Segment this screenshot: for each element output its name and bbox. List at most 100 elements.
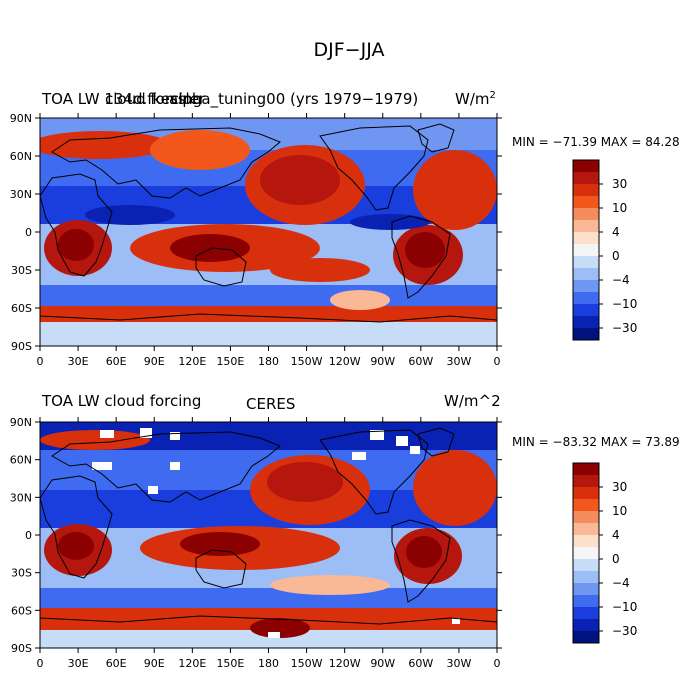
y-tick-label: 60S [11, 604, 32, 617]
x-tick-label: 180 [258, 355, 279, 368]
panel1-coastlines [40, 123, 497, 323]
colorbar-label: −4 [612, 576, 630, 590]
y-tick-label: 60N [10, 454, 32, 467]
y-tick-label: 30N [10, 491, 32, 504]
panel1-title-left: TOA LW 134d.fkessler [41, 90, 206, 108]
colorbar-label: −10 [612, 600, 637, 614]
colorbar-swatch [573, 280, 599, 293]
y-tick-label: 90S [11, 340, 32, 353]
x-tick-label: 60E [106, 355, 127, 368]
panel1-colorbar: 30 10 4 0 −4 −10 −30 [572, 159, 637, 341]
panel2-blob-africa-core [58, 532, 94, 560]
x-tick-label: 120W [329, 355, 361, 368]
colorbar-label: 0 [612, 552, 620, 566]
x-tick-label: 60E [106, 657, 127, 670]
x-tick-label: 90E [144, 657, 165, 670]
panel1-blob-spcz [270, 258, 370, 282]
panel2-stats: MIN = −83.32 MAX = 73.89 [512, 435, 680, 449]
panel2-coastlines [40, 427, 497, 625]
colorbar-swatch [573, 304, 599, 317]
panel1-band-south-polar [40, 322, 497, 346]
panel2-blob-atlantic-north [413, 450, 497, 526]
x-tick-label: 150W [291, 355, 323, 368]
panel1-blob-africa-core [58, 229, 94, 261]
panel1-blob-itcz-blue [85, 205, 175, 225]
colorbar-label: 30 [612, 177, 627, 191]
colorbar-swatch [573, 256, 599, 269]
panel2-blob-antarctic-core [250, 618, 310, 638]
panel1-blob-pacific-north-core [260, 155, 340, 205]
colorbar-swatch [573, 244, 599, 257]
panel1-coast-samerica [391, 215, 451, 299]
panel1-units: W/m2 [455, 90, 496, 108]
colorbar-swatch [573, 511, 599, 524]
colorbar-label: −30 [612, 624, 637, 638]
x-tick-label: 150E [216, 657, 244, 670]
colorbar-swatch [573, 160, 599, 173]
panel1-blob-south-pacific-light [330, 290, 390, 310]
panel2-blob-pacific-north-core [267, 462, 343, 502]
colorbar-swatch [573, 463, 599, 476]
panel1-blob-southamerica-core [405, 232, 445, 268]
panel1-axes: 0 30E 60E 90E 120E 150E 180 150W 120W 90W 60W 30W 09… [10, 112, 502, 368]
colorbar-label: 4 [612, 528, 620, 542]
x-tick-label: 30E [68, 355, 89, 368]
x-tick-label: 150W [291, 657, 323, 670]
y-tick-label: 30S [11, 264, 32, 277]
panel2-units: W/m^2 [444, 392, 501, 410]
x-tick-label: 30W [446, 355, 471, 368]
panel1-coast-antarctica [40, 313, 497, 323]
panel-ceres: TOA LW cloud forcing CERES W/m^2 MIN = −… [10, 392, 680, 670]
colorbar-swatch [573, 316, 599, 329]
x-tick-label: 0 [37, 657, 44, 670]
x-tick-label: 0 [494, 355, 501, 368]
x-tick-label: 90W [370, 657, 395, 670]
panel1-title-center: cloud forcing [105, 90, 202, 108]
y-tick-label: 30S [11, 567, 32, 580]
colorbar-swatch [573, 232, 599, 245]
colorbar-swatch [573, 475, 599, 488]
colorbar-swatch [573, 220, 599, 233]
panel1-coast-africa [40, 173, 113, 277]
colorbar-frame [572, 462, 600, 644]
colorbar-swatch [573, 559, 599, 572]
panel2-blob-nh-atlantic [40, 430, 150, 450]
x-tick-label: 30W [446, 657, 471, 670]
colorbar-swatch [573, 487, 599, 500]
panel-model: TOA LW 134d.fkessler cloud forcing alpha… [10, 90, 680, 368]
panel1-coast-australia [195, 247, 247, 287]
panel1-stats: MIN = −71.39 MAX = 84.28 [512, 135, 680, 149]
colorbar-label: −10 [612, 297, 637, 311]
panel1-map-field [40, 118, 497, 346]
colorbar-label: 0 [612, 249, 620, 263]
colorbar-swatch [573, 583, 599, 596]
colorbar-label: 10 [612, 201, 627, 215]
x-tick-label: 150E [216, 355, 244, 368]
panel1-coast-namerica [319, 125, 429, 211]
panel1-title-overlay: alpha_tuning00 (yrs 1979−1979) [169, 90, 418, 109]
panel2-title-center: CERES [246, 395, 295, 413]
panel1-coast-greenland [417, 123, 455, 153]
x-tick-label: 0 [494, 657, 501, 670]
x-tick-label: 90E [144, 355, 165, 368]
panel1-blob-atlantic-north [413, 150, 497, 230]
colorbar-swatch [573, 172, 599, 185]
panel1-blob-eq-pac-blue [350, 214, 430, 230]
colorbar-frame [572, 159, 600, 341]
panel2-title-left: TOA LW cloud forcing [41, 392, 201, 410]
y-tick-label: 60S [11, 302, 32, 315]
panel1-blob-asia-north [150, 130, 250, 170]
x-tick-label: 120W [329, 657, 361, 670]
y-tick-label: 30N [10, 188, 32, 201]
panel1-coast-eurasia [51, 127, 281, 199]
figure-title: DJF−JJA [314, 39, 385, 61]
panel2-blob-warmpool-core [180, 532, 260, 556]
x-tick-label: 120E [178, 657, 206, 670]
colorbar-swatch [573, 595, 599, 608]
x-tick-label: 60W [408, 657, 433, 670]
colorbar-swatch [573, 328, 599, 341]
colorbar-swatch [573, 631, 599, 644]
y-tick-label: 90N [10, 416, 32, 429]
panel2-axes: 0 30E 60E 90E 120E 150E 180 150W 120W 90W 60W 30W 09… [10, 416, 502, 670]
